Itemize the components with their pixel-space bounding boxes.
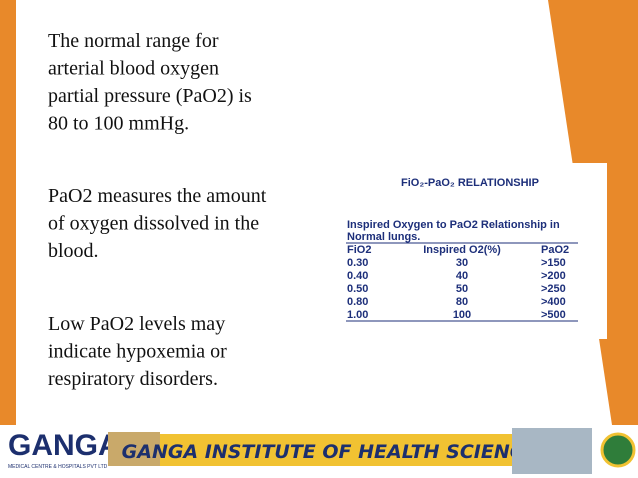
logo: GANGA xyxy=(8,429,120,462)
table-cell: 80 xyxy=(456,296,468,308)
paragraph-line: The normal range for xyxy=(48,30,219,52)
table-header: Inspired O2(%) xyxy=(423,244,501,256)
banner-title: GANGA INSTITUTE OF HEALTH SCIENCES xyxy=(122,441,551,463)
table-cell: 0.80 xyxy=(347,296,368,308)
table-cell: >400 xyxy=(541,296,566,308)
paragraph-line: PaO2 measures the amount xyxy=(48,185,267,207)
paragraph-line: arterial blood oxygen xyxy=(48,58,219,80)
logo-tagline: MEDICAL CENTRE & HOSPITALS PVT LTD xyxy=(8,464,108,470)
table-cell: 0.40 xyxy=(347,270,368,282)
table-cell: 0.30 xyxy=(347,257,368,269)
campus-image xyxy=(512,428,592,474)
paragraph-line: of oxygen dissolved in the xyxy=(48,213,259,235)
table-body: FiO2 Inspired O2(%) PaO2 0.30 30 >150 0.40 40 >2… xyxy=(347,244,569,321)
table-cell: >500 xyxy=(541,309,566,321)
paragraph-line: partial pressure (PaO2) is xyxy=(48,85,252,107)
paragraph-line: 80 to 100 mmHg. xyxy=(48,113,189,135)
table-cell: >250 xyxy=(541,283,566,295)
table-cell: 100 xyxy=(453,309,471,321)
table-panel xyxy=(335,163,607,339)
paragraph-line: respiratory disorders. xyxy=(48,368,218,390)
table-subtitle: Normal lungs. xyxy=(347,231,420,243)
table-cell: 50 xyxy=(456,283,468,295)
table-cell: >150 xyxy=(541,257,566,269)
title-bar xyxy=(160,434,512,466)
building-image xyxy=(108,432,160,466)
table-cell: 0.50 xyxy=(347,283,368,295)
paragraph-line: Low PaO2 levels may xyxy=(48,313,225,335)
table-cell: 40 xyxy=(456,270,468,282)
table-header: PaO2 xyxy=(541,244,569,256)
table-header: FiO2 xyxy=(347,244,371,256)
table-title: FiO₂-PaO₂ RELATIONSHIP xyxy=(401,177,539,189)
paragraph-line: indicate hypoxemia or xyxy=(48,341,227,363)
text-body: The normal range for arterial blood oxyge… xyxy=(48,30,267,390)
table-cell: 30 xyxy=(456,257,468,269)
table-cell: >200 xyxy=(541,270,566,282)
paragraph-line: blood. xyxy=(48,240,99,262)
emblem xyxy=(600,432,636,468)
table-subtitle: Inspired Oxygen to PaO2 Relationship in xyxy=(347,219,560,231)
table-cell: 1.00 xyxy=(347,309,368,321)
